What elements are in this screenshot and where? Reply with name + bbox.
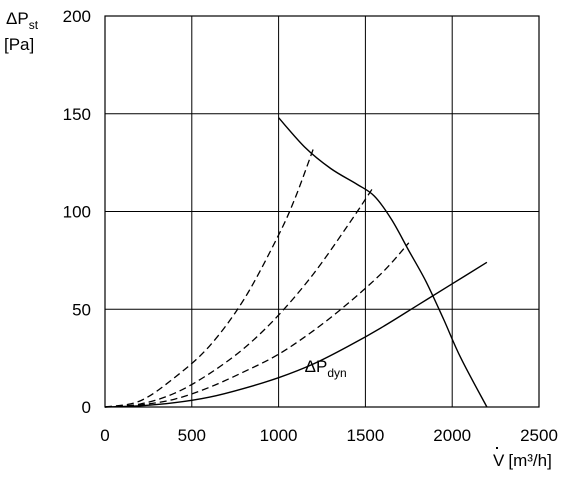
- y-axis-label: ΔPst: [6, 9, 39, 32]
- y-tick-label: 200: [63, 7, 91, 26]
- system-curve-1: [104, 148, 314, 408]
- x-tick-label: 500: [178, 426, 206, 445]
- y-axis-unit: [Pa]: [4, 35, 34, 54]
- fan-curve: [278, 117, 488, 408]
- x-tick-label: 2500: [520, 426, 558, 445]
- series-group: [104, 117, 488, 408]
- y-tick-label: 150: [63, 105, 91, 124]
- y-axis-symbol: ΔP: [6, 9, 29, 28]
- dynamic-pressure-label: ΔPdyn: [305, 357, 347, 380]
- y-tick-label: 50: [72, 300, 91, 319]
- y-axis-subscript: st: [29, 18, 39, 32]
- dynamic-pressure-curve: [104, 261, 488, 408]
- x-axis-symbol: V: [493, 451, 505, 470]
- x-tick-label: 1000: [260, 426, 298, 445]
- x-tick-label: 1500: [346, 426, 384, 445]
- x-axis-label: V [m³/h]: [493, 451, 552, 470]
- x-tick-label: 2000: [433, 426, 471, 445]
- grid: [104, 15, 540, 408]
- x-tick-label: 0: [100, 426, 109, 445]
- dynamic-pressure-subscript: dyn: [327, 366, 346, 380]
- tick-labels: 0 500 1000 1500 2000 2500 0 50 100 150 200: [63, 7, 558, 445]
- plot-frame: [104, 15, 540, 408]
- y-tick-label: 100: [63, 203, 91, 222]
- dynamic-pressure-symbol: ΔP: [305, 357, 328, 376]
- system-curve-3: [104, 242, 410, 408]
- y-tick-label: 0: [82, 398, 91, 417]
- system-curve-2: [104, 185, 375, 408]
- x-axis-unit: [m³/h]: [508, 451, 551, 470]
